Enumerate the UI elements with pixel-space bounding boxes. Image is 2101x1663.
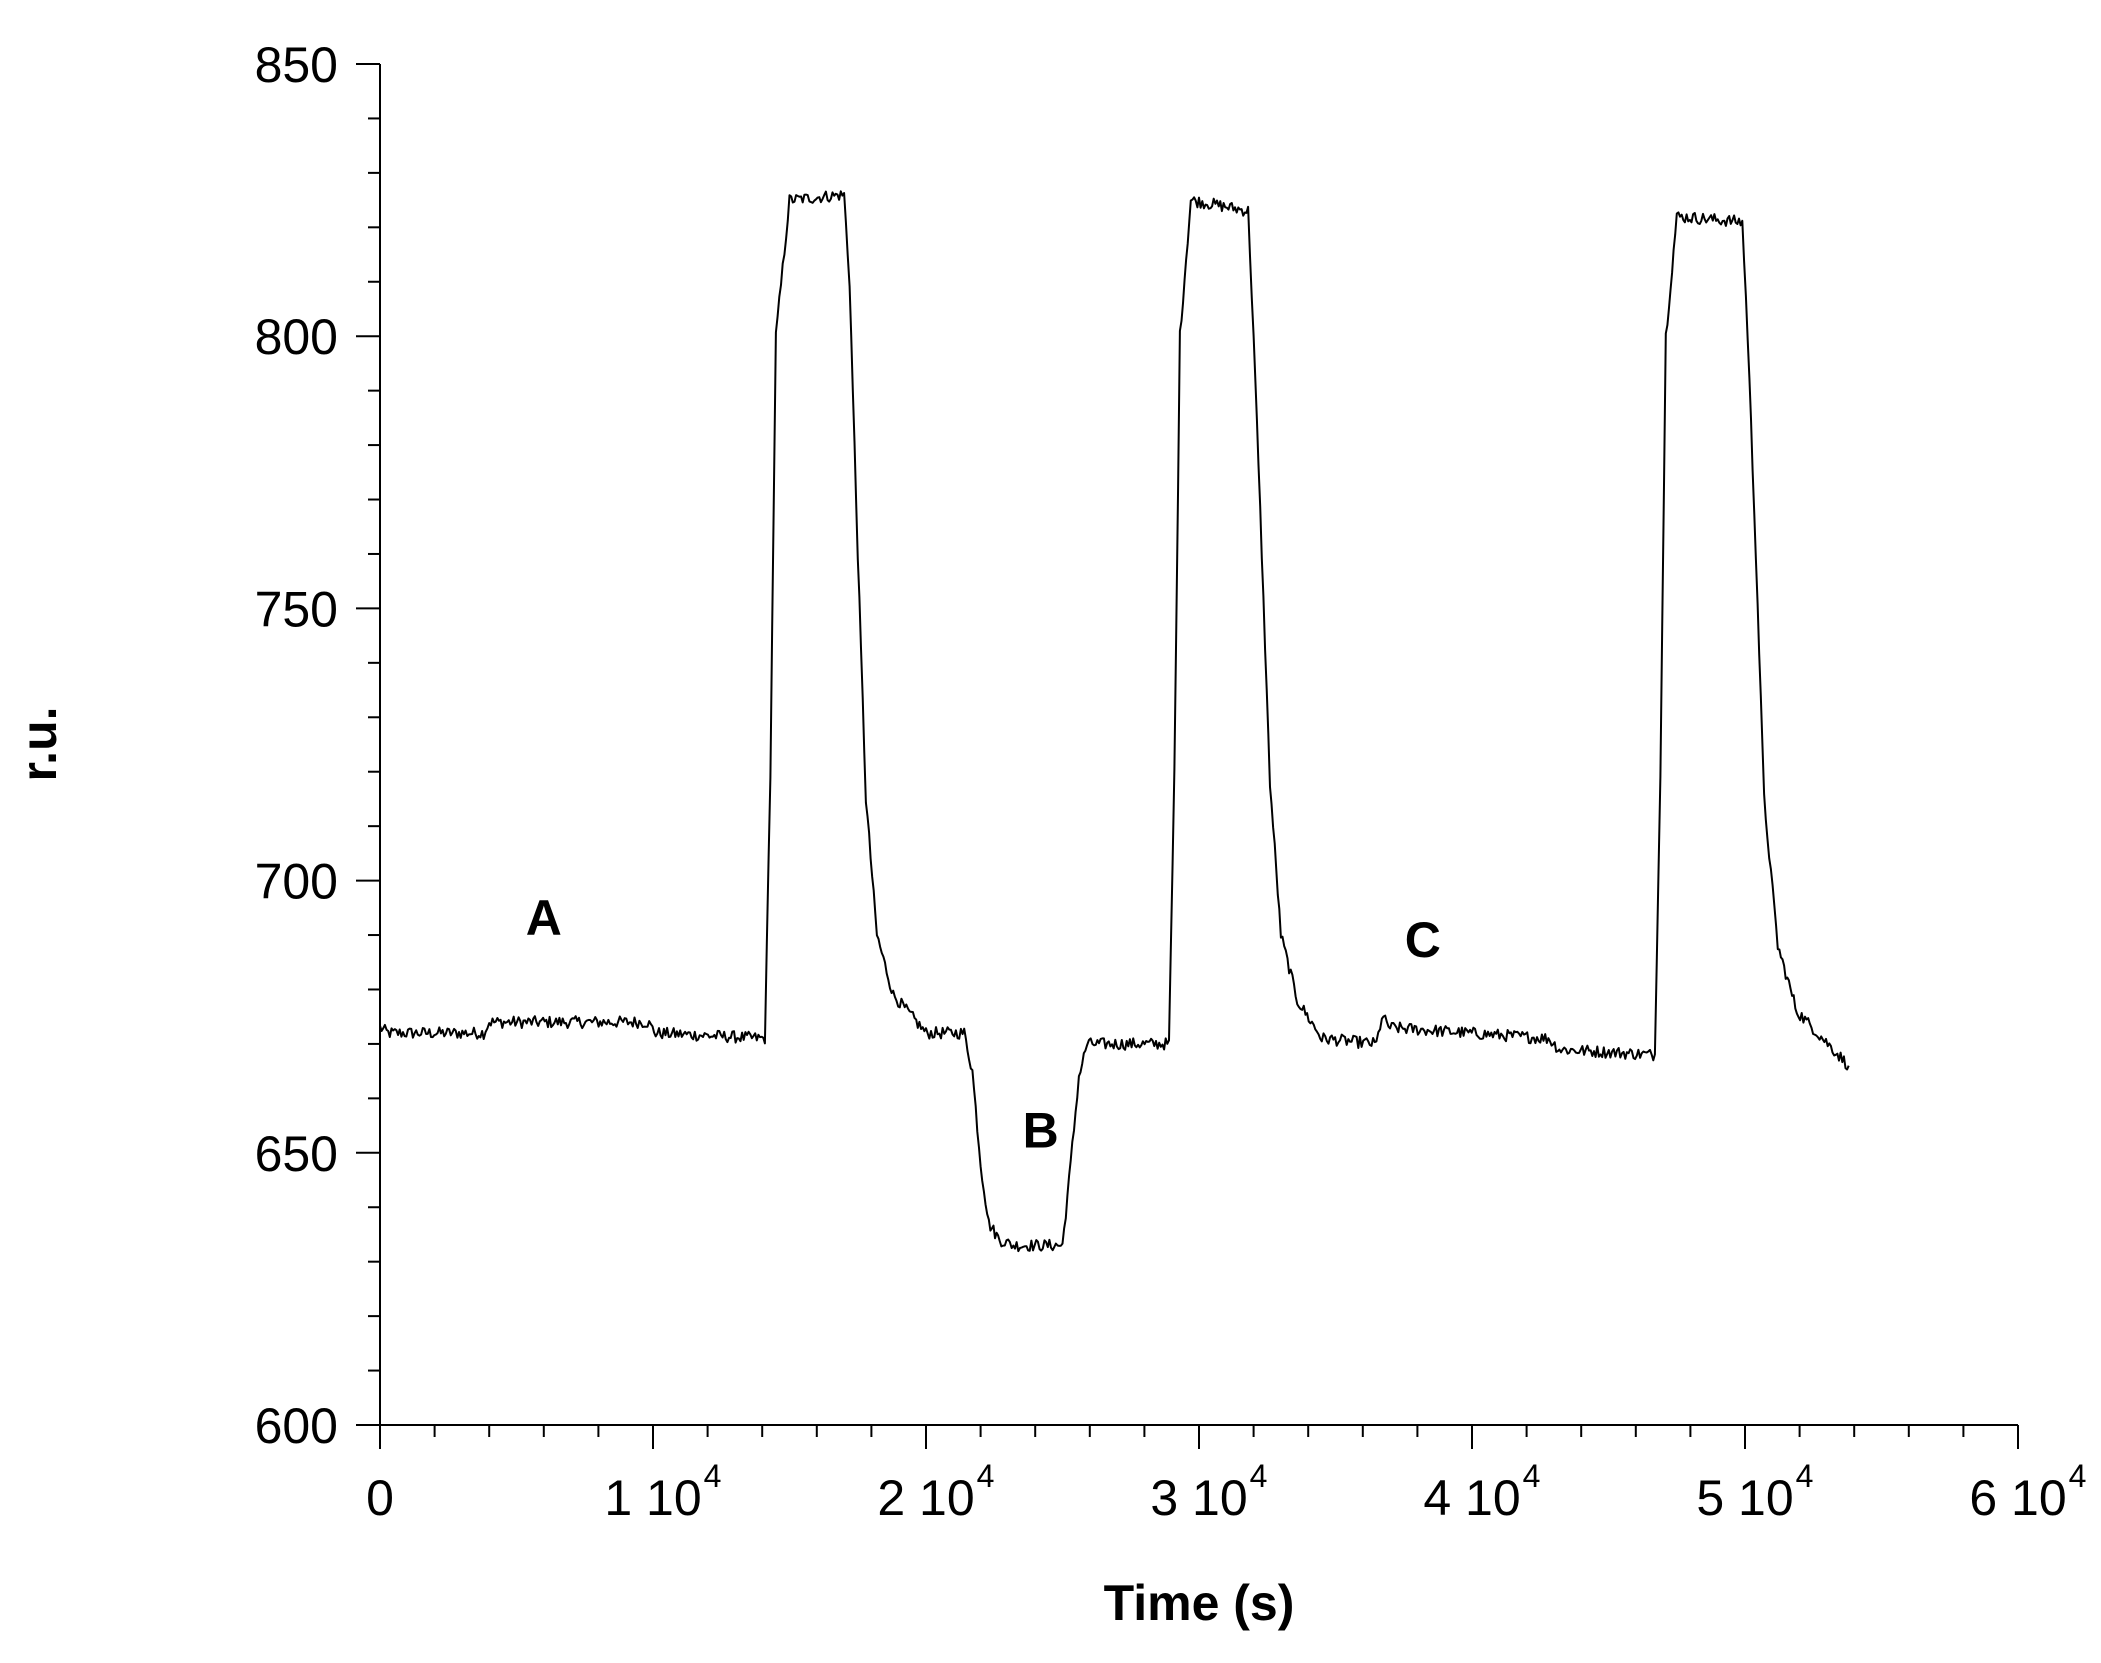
x-tick-label: 3 10 4 (1150, 1458, 1267, 1526)
x-tick-label-exponent: 4 (977, 1458, 995, 1494)
x-tick-label: 5 10 4 (1696, 1458, 1813, 1526)
annotation-label: A (526, 890, 562, 946)
y-tick-label: 650 (255, 1126, 338, 1182)
x-tick-label-mantissa: 0 (366, 1470, 394, 1526)
x-tick-label: 6 10 4 (1969, 1458, 2086, 1526)
x-tick-label-mantissa: 2 10 (877, 1470, 974, 1526)
y-tick-label: 750 (255, 581, 338, 637)
x-tick-label: 4 10 4 (1423, 1458, 1540, 1526)
data-trace (379, 190, 1850, 1253)
x-tick-label: 1 10 4 (604, 1458, 721, 1526)
y-tick-label: 600 (255, 1398, 338, 1454)
x-tick-label-exponent: 4 (2069, 1458, 2087, 1494)
annotations: A B C (526, 890, 1441, 1158)
x-tick-label: 0 (366, 1470, 394, 1526)
x-tick-label-exponent: 4 (1796, 1458, 1814, 1494)
x-tick-label-mantissa: 6 10 (1969, 1470, 2066, 1526)
x-tick-label-exponent: 4 (1523, 1458, 1541, 1494)
y-axis-title: r.u. (11, 706, 67, 781)
annotation-label: C (1405, 912, 1441, 968)
ticks (356, 63, 2019, 1449)
annotation-label: B (1023, 1102, 1059, 1158)
y-tick-label: 850 (255, 37, 338, 93)
x-tick-label-exponent: 4 (1250, 1458, 1268, 1494)
x-tick-label: 2 10 4 (877, 1458, 994, 1526)
y-tick-label: 800 (255, 309, 338, 365)
y-tick-label: 700 (255, 854, 338, 910)
x-tick-label-mantissa: 3 10 (1150, 1470, 1247, 1526)
x-axis-title: Time (s) (1104, 1575, 1295, 1631)
x-tick-label-mantissa: 4 10 (1423, 1470, 1520, 1526)
x-tick-label-mantissa: 5 10 (1696, 1470, 1793, 1526)
x-tick-label-exponent: 4 (704, 1458, 722, 1494)
axes (379, 64, 2018, 1426)
x-tick-label-mantissa: 1 10 (604, 1470, 701, 1526)
